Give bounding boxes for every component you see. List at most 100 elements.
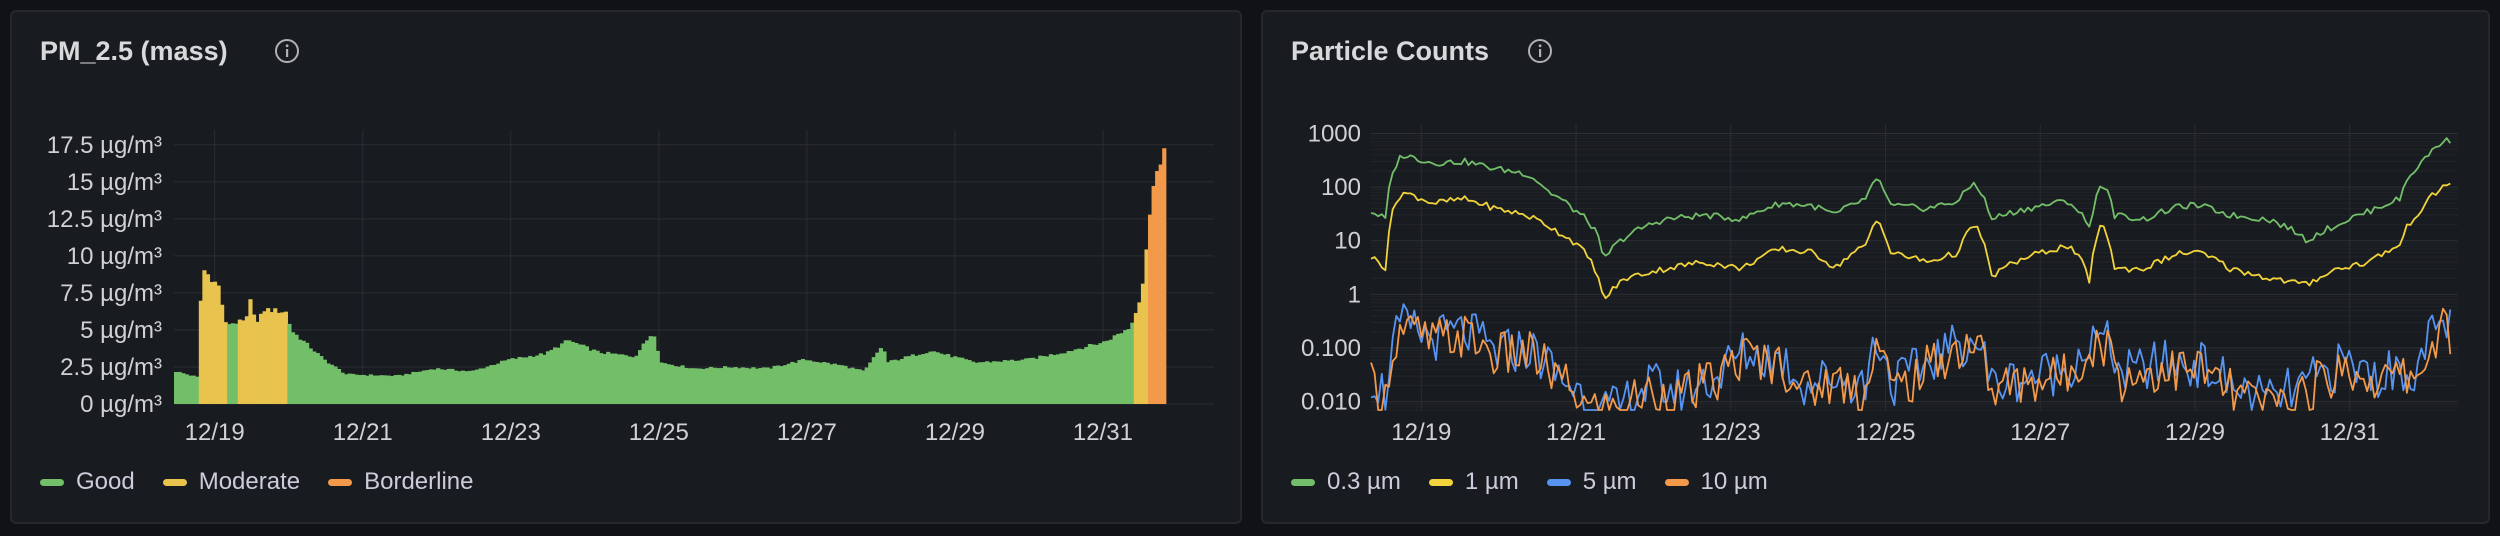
pm25-bar [765, 367, 770, 404]
legend-item-borderline[interactable]: Borderline [328, 468, 474, 496]
pm25-bar [244, 316, 250, 404]
pm25-bar [542, 354, 547, 404]
pm25-bar [946, 353, 951, 404]
pm25-bar [772, 365, 777, 404]
legend-label-good: Good [76, 468, 135, 495]
pm25-bar [804, 360, 809, 404]
pm25-bar [545, 351, 551, 404]
pm25-bar [878, 348, 884, 404]
pm25-bar [531, 356, 536, 404]
pm25-bar [995, 361, 1000, 404]
x-tick-label: 12/29 [925, 419, 985, 446]
pm25-bar [1094, 344, 1100, 404]
legend-item-0-3um[interactable]: 0.3 µm [1291, 468, 1401, 496]
legend-label-10um: 10 µm [1700, 468, 1768, 495]
info-icon[interactable] [1527, 38, 1553, 64]
pm25-bar [191, 375, 196, 404]
pm25-bar [319, 356, 324, 404]
y-tick-label: 1000 [1308, 120, 1361, 147]
pm25-bar [237, 319, 242, 404]
pm25-bar [939, 353, 944, 404]
pm25-bar [1116, 333, 1121, 404]
pm25-bar [538, 353, 543, 404]
pm25-bar [446, 368, 451, 404]
pm25-bar [358, 375, 363, 404]
pm25-bar [248, 299, 253, 404]
pm25-bar [985, 361, 990, 404]
pm25-bar [375, 375, 381, 404]
pm25-bar [209, 282, 214, 404]
pm25-bar [467, 370, 473, 404]
pm25-bar [889, 360, 894, 404]
pm25-panel: PM_2.5 (mass) 0 µg/m³ 2.5 µg/m³ 5 µg/m³ 7.5… [10, 10, 1242, 524]
pm25-bar [443, 369, 448, 404]
pm25-bar [227, 324, 232, 404]
pm25-bar [974, 362, 979, 404]
pm25-bar [220, 304, 225, 404]
particle-counts-panel: Particle Counts 0.010 0.100 1 10 100 1000 12/1… [1261, 10, 2490, 524]
pm25-bar [914, 355, 919, 404]
x-tick-label: 12/27 [777, 419, 837, 446]
pm25-bar [411, 371, 416, 404]
legend-swatch-good [40, 478, 64, 486]
pm25-bar [836, 364, 841, 404]
pm25-bar [305, 342, 310, 404]
pm25-bar [506, 359, 512, 404]
pm25-bar [1002, 360, 1007, 404]
legend-item-1um[interactable]: 1 µm [1428, 468, 1519, 496]
pm25-bar [230, 323, 235, 404]
y-tick-label: 15 µg/m³ [67, 169, 162, 196]
pm25-bar [698, 368, 703, 404]
pm25-bar [1070, 351, 1075, 404]
series-line-10-m [1370, 307, 2452, 411]
pm25-bar [425, 370, 430, 404]
pm25-bar [599, 353, 604, 404]
legend-item-moderate[interactable]: Moderate [162, 468, 300, 496]
legend-item-10um[interactable]: 10 µm [1664, 468, 1768, 496]
pm25-bar [294, 334, 299, 404]
pm25-bar [829, 364, 834, 404]
pm25-bar [457, 371, 462, 404]
x-tick-label: 12/23 [1701, 419, 1761, 446]
pm25-bar [715, 368, 721, 404]
y-tick-label: 10 [1334, 228, 1361, 255]
pm25-bar [577, 344, 582, 404]
info-icon[interactable] [274, 38, 300, 64]
pm25-bar [524, 357, 529, 404]
pm25-bar [910, 354, 915, 404]
pm25-bar [970, 361, 976, 404]
pm25-bar [453, 370, 458, 404]
particle-series [1370, 137, 2452, 411]
pm25-bar [917, 354, 922, 404]
pm25-bar [1140, 283, 1146, 404]
pm25-bar [1130, 322, 1135, 404]
pm25-bar [336, 369, 342, 404]
pm25-bar [273, 308, 278, 404]
pm25-bar [776, 365, 781, 404]
legend-item-good[interactable]: Good [40, 468, 135, 496]
pm25-bar [1073, 349, 1078, 404]
x-tick-label: 12/27 [2010, 419, 2070, 446]
particle-legend: 0.3 µm 1 µm 5 µm 10 µm [1291, 468, 1768, 496]
pm25-bar [436, 368, 441, 404]
pm25-bar [588, 350, 593, 404]
pm25-bar [928, 351, 933, 404]
pm25-bar [645, 340, 650, 404]
legend-swatch-10um [1664, 478, 1689, 486]
pm25-bar [751, 367, 756, 404]
pm25-panel-title: PM_2.5 (mass) [40, 36, 228, 66]
pm25-bar [283, 311, 288, 404]
pm25-bar [722, 366, 728, 404]
pm25-bar [280, 312, 285, 404]
pm25-bar [297, 339, 303, 404]
legend-item-5um[interactable]: 5 µm [1546, 468, 1637, 496]
pm25-bar [1016, 360, 1022, 404]
y-tick-label: 17.5 µg/m³ [47, 132, 162, 159]
pm25-bar [1158, 164, 1163, 404]
pm25-bar [259, 313, 264, 404]
pm25-bar [574, 342, 579, 404]
pm25-bar [584, 346, 590, 404]
pm25-bar [251, 314, 257, 404]
pm25-bar [1144, 249, 1149, 404]
pm25-bar [900, 358, 905, 404]
